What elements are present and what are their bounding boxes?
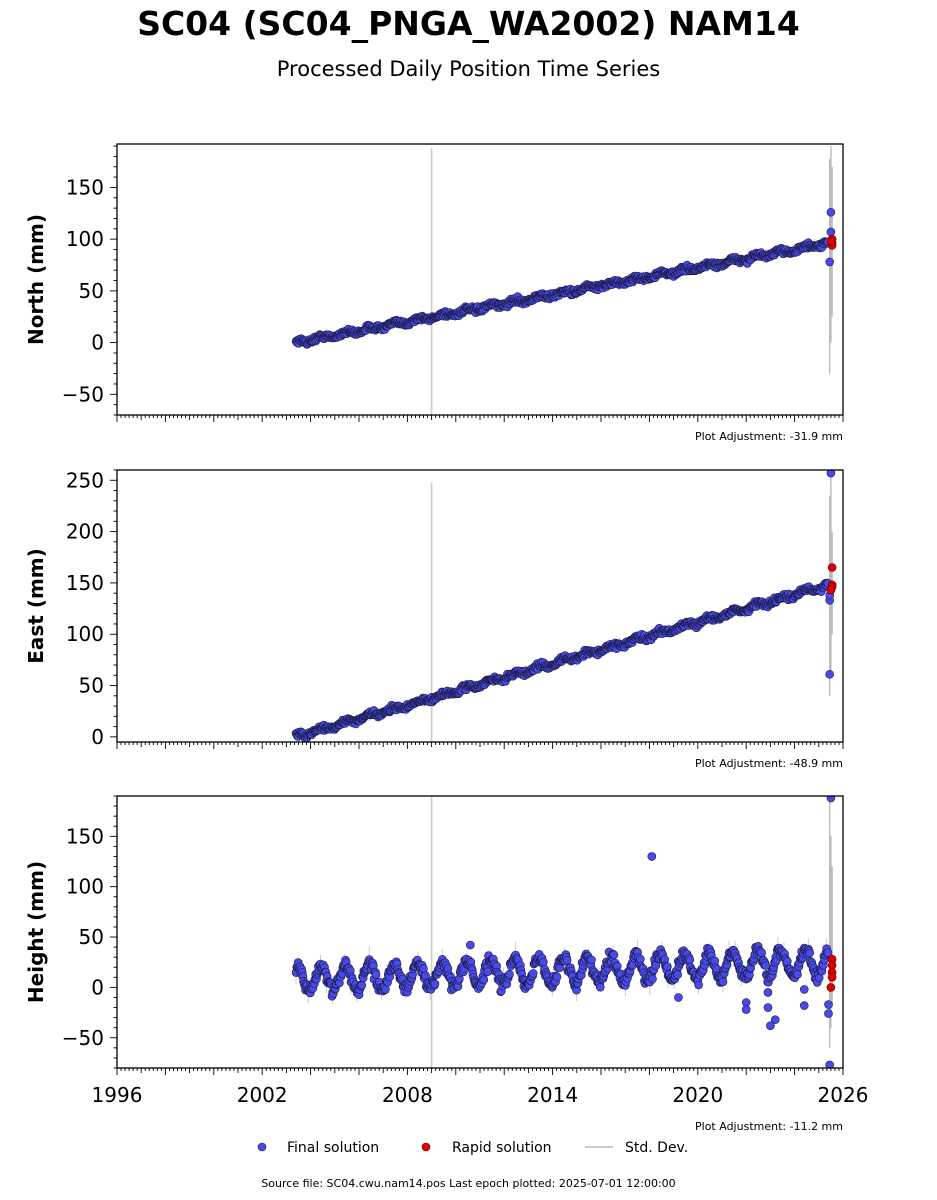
chart-subtitle: Processed Daily Position Time Series [276, 57, 661, 81]
final-point [381, 985, 390, 994]
final-point [609, 950, 619, 960]
plot-area-height [291, 796, 837, 1068]
axes-frame [116, 795, 844, 1069]
y-tick-label: 100 [66, 875, 104, 899]
legend: Final solution Rapid solution Std. Dev. [257, 1140, 688, 1156]
final-point [770, 1015, 780, 1024]
chart-title: SC04 (SC04_PNGA_WA2002) NAM14 [137, 4, 800, 43]
final-point [587, 955, 596, 965]
x-tick-label: 2026 [818, 1083, 869, 1107]
panel-north: −50 0 50 100 150 North (mm) Plot Adjustment: -… [24, 143, 844, 443]
final-point [421, 971, 430, 980]
x-tick-label: 1996 [92, 1083, 143, 1107]
legend-rapid-marker [421, 1142, 431, 1152]
final-point [371, 970, 381, 979]
final-point [782, 957, 792, 966]
final-point [824, 1000, 833, 1009]
rapid-point [826, 236, 836, 246]
final-point [793, 969, 802, 979]
legend-final-marker [257, 1142, 267, 1152]
plot-adjustment-note: Plot Adjustment: -48.9 mm [695, 757, 843, 770]
rapid-point [827, 973, 837, 982]
rapid-point [827, 563, 837, 572]
final-point [826, 227, 836, 237]
final-point [674, 993, 683, 1002]
y-tick-label: −50 [62, 1026, 104, 1050]
final-point [825, 257, 834, 267]
final-point [466, 940, 475, 950]
final-point [685, 955, 695, 965]
legend-stddev-label: Std. Dev. [625, 1140, 688, 1156]
y-axis-label: East (mm) [24, 548, 48, 664]
final-point [694, 980, 703, 990]
rapid-point [826, 983, 836, 992]
final-point [826, 470, 836, 478]
final-point [741, 1005, 751, 1014]
final-point [528, 969, 538, 978]
source-footnote: Source file: SC04.cwu.nam14.pos Last epo… [261, 1177, 676, 1190]
y-tick-label: 250 [66, 468, 104, 492]
final-point [766, 1021, 775, 1030]
rapid-point [826, 585, 836, 595]
final-point [357, 980, 367, 990]
final-point [479, 975, 489, 985]
y-tick-label: 0 [91, 725, 104, 749]
final-point [648, 974, 657, 984]
final-point [826, 207, 836, 217]
plot-area-north [291, 146, 837, 415]
panel-height: 1996 2002 2008 2014 2020 2026 −50 0 50 100 150 Heig… [24, 795, 869, 1133]
axes-frame [116, 143, 844, 416]
final-point [799, 1001, 809, 1010]
final-point [718, 977, 728, 987]
plot-adjustment-note: Plot Adjustment: -11.2 mm [695, 1120, 843, 1133]
plot-area-east [291, 470, 837, 742]
y-tick-label: 0 [91, 331, 104, 355]
final-point [539, 957, 548, 967]
legend-final-label: Final solution [287, 1140, 379, 1156]
final-point [763, 1003, 773, 1012]
final-point [647, 852, 657, 861]
y-axis-label: North (mm) [24, 214, 48, 345]
final-point [761, 961, 771, 970]
final-point [483, 967, 493, 977]
final-point [635, 954, 645, 964]
plot-adjustment-note: Plot Adjustment: -31.9 mm [695, 430, 843, 443]
y-tick-label: 100 [66, 622, 104, 646]
final-point [823, 948, 833, 957]
y-tick-label: 50 [79, 925, 104, 949]
y-tick-label: −50 [62, 382, 104, 406]
y-tick-label: 50 [79, 674, 104, 698]
y-tick-label: 150 [66, 175, 104, 199]
panel-east: 0 50 100 150 200 250 East (mm) Plot Adjustment:… [24, 468, 844, 770]
x-tick-label: 2008 [382, 1083, 433, 1107]
final-point [805, 948, 815, 958]
legend-rapid-label: Rapid solution [452, 1140, 552, 1156]
final-point [505, 969, 514, 979]
x-tick-label: 2002 [237, 1083, 288, 1107]
y-tick-label: 0 [91, 975, 104, 999]
y-axis-label: Height (mm) [24, 861, 48, 1003]
final-point [552, 972, 562, 982]
final-point [763, 988, 773, 997]
final-point [824, 1009, 833, 1018]
final-point [825, 669, 834, 679]
y-tick-label: 200 [66, 520, 104, 544]
y-tick-label: 100 [66, 227, 104, 251]
final-point [799, 985, 809, 994]
final-point [430, 979, 440, 989]
x-tick-label: 2014 [527, 1083, 578, 1107]
x-tick-label: 2020 [672, 1083, 723, 1107]
final-point [673, 970, 682, 979]
y-tick-label: 150 [66, 824, 104, 848]
y-tick-label: 50 [79, 279, 104, 303]
final-point [562, 955, 572, 965]
final-point [825, 1060, 834, 1068]
final-point [663, 962, 672, 971]
final-point [757, 948, 766, 958]
final-point [595, 982, 605, 992]
final-point [826, 796, 836, 803]
y-tick-label: 150 [66, 571, 104, 595]
